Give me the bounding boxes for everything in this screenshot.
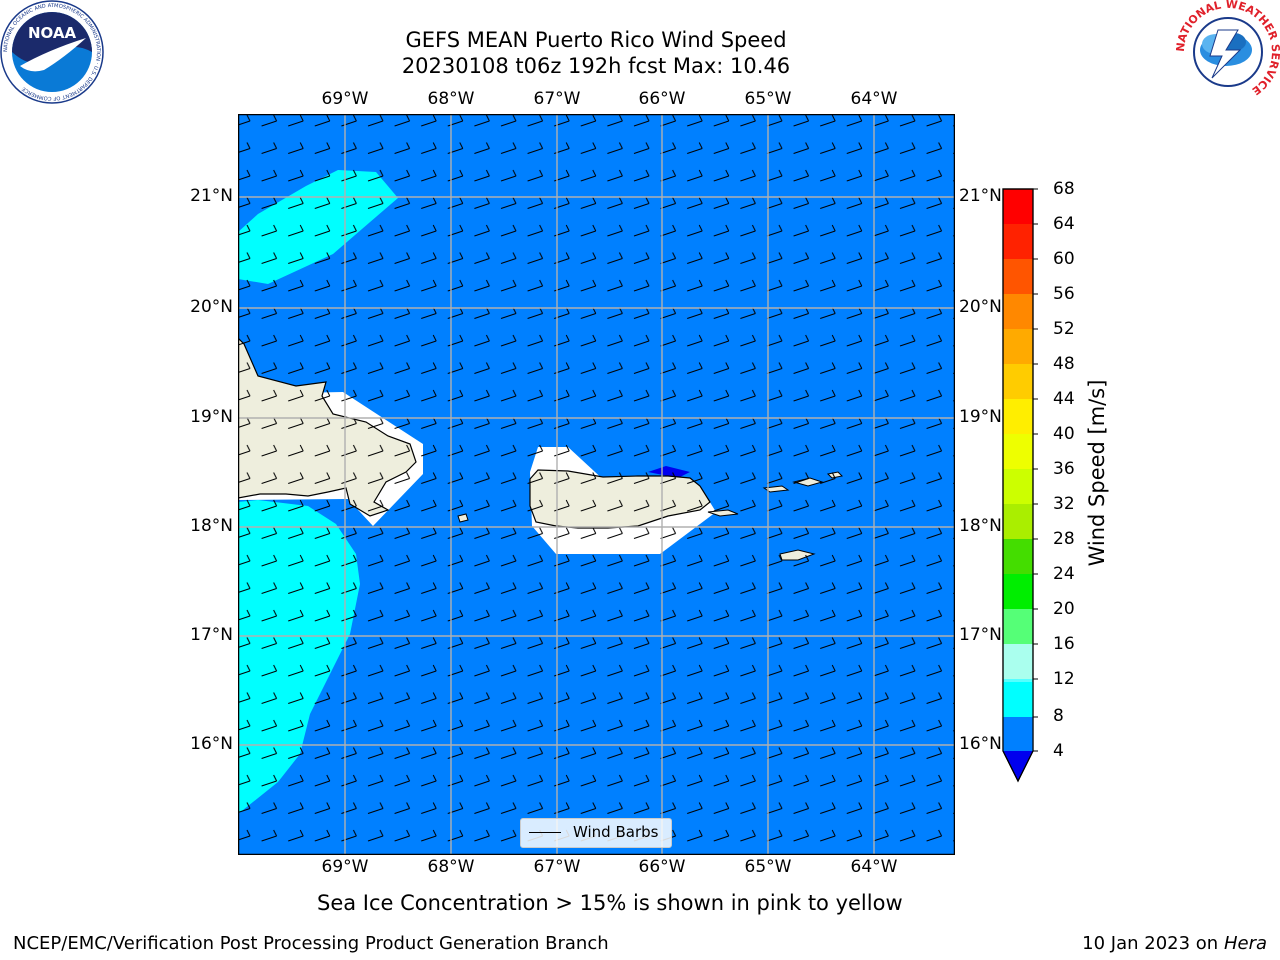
legend-line	[529, 832, 561, 833]
subtitle: Sea Ice Concentration > 15% is shown in …	[317, 891, 903, 915]
wind-speed-map	[238, 114, 955, 855]
footer-credit: NCEP/EMC/Verification Post Processing Pr…	[13, 933, 609, 954]
svg-text:NOAA: NOAA	[28, 24, 77, 42]
colorbar-bin	[1003, 574, 1033, 610]
title-line-2: 20230108 t06z 192h fcst Max: 10.46	[401, 54, 791, 78]
colorbar-bin	[1003, 539, 1033, 575]
colorbar-tick-label: 68	[1053, 179, 1075, 199]
lat-label-left: 21°N	[190, 186, 233, 206]
colorbar-tick-label: 4	[1053, 741, 1064, 761]
colorbar-bin	[1003, 434, 1033, 470]
colorbar-tick-label: 28	[1053, 529, 1075, 549]
lat-label-left: 18°N	[190, 516, 233, 536]
colorbar-bin	[1003, 189, 1033, 225]
colorbar-tick-label: 60	[1053, 249, 1075, 269]
colorbar-under-extension	[1003, 751, 1033, 781]
colorbar-tick-label: 12	[1053, 669, 1075, 689]
map-legend: Wind Barbs	[520, 818, 672, 848]
lon-label-top: 67°W	[533, 89, 581, 109]
colorbar-tick-label: 48	[1053, 354, 1075, 374]
colorbar-tick-label: 20	[1053, 599, 1075, 619]
lat-label-right: 19°N	[959, 407, 1002, 427]
colorbar-tick-label: 36	[1053, 459, 1075, 479]
colorbar-tick-label: 40	[1053, 424, 1075, 444]
colorbar-bin	[1003, 294, 1033, 330]
lon-label-top: 68°W	[427, 89, 475, 109]
lat-label-right: 18°N	[959, 516, 1002, 536]
lon-label-bottom: 64°W	[850, 857, 898, 877]
lat-label-right: 21°N	[959, 186, 1002, 206]
wind-barbs	[238, 114, 955, 855]
lat-label-left: 19°N	[190, 407, 233, 427]
lon-label-top: 65°W	[744, 89, 792, 109]
colorbar-bin	[1003, 469, 1033, 505]
colorbar-bin	[1003, 504, 1033, 540]
colorbar-tick-label: 16	[1053, 634, 1075, 654]
legend-label: Wind Barbs	[573, 823, 659, 841]
lon-label-top: 64°W	[850, 89, 898, 109]
colorbar-bin	[1003, 364, 1033, 400]
colorbar-bin	[1003, 399, 1033, 435]
lon-label-bottom: 65°W	[744, 857, 792, 877]
colorbar-tick-label: 8	[1053, 706, 1064, 726]
colorbar-tick-label: 52	[1053, 319, 1075, 339]
colorbar-tick-label: 64	[1053, 214, 1075, 234]
lon-label-bottom: 69°W	[321, 857, 369, 877]
lon-label-top: 69°W	[321, 89, 369, 109]
lat-label-left: 16°N	[190, 734, 233, 754]
colorbar-tick-label: 24	[1053, 564, 1075, 584]
noaa-logo: NATIONAL OCEANIC AND ATMOSPHERIC ADMINIS…	[0, 0, 104, 104]
footer-host: Hera	[1223, 933, 1267, 954]
colorbar-bin	[1003, 259, 1033, 295]
colorbar-bin	[1003, 644, 1033, 680]
lat-label-right: 20°N	[959, 297, 1002, 317]
lat-label-left: 20°N	[190, 297, 233, 317]
graticule	[238, 114, 955, 855]
colorbar-bin	[1003, 224, 1033, 260]
colorbar-tick-label: 32	[1053, 494, 1075, 514]
lon-label-bottom: 66°W	[638, 857, 686, 877]
lon-label-bottom: 68°W	[427, 857, 475, 877]
lat-label-right: 16°N	[959, 734, 1002, 754]
lon-label-top: 66°W	[638, 89, 686, 109]
lat-label-left: 17°N	[190, 625, 233, 645]
colorbar-bin	[1003, 609, 1033, 645]
footer-date-text: 10 Jan 2023 on	[1082, 933, 1224, 954]
colorbar	[1002, 188, 1038, 783]
footer-date: 10 Jan 2023 on Hera	[1082, 933, 1267, 954]
colorbar-bin	[1003, 329, 1033, 365]
lon-label-bottom: 67°W	[533, 857, 581, 877]
colorbar-tick-label: 56	[1053, 284, 1075, 304]
title-line-1: GEFS MEAN Puerto Rico Wind Speed	[405, 28, 787, 52]
lat-label-right: 17°N	[959, 625, 1002, 645]
nws-logo: NATIONAL WEATHER SERVICE	[1176, 0, 1280, 103]
colorbar-tick-label: 44	[1053, 389, 1075, 409]
colorbar-label: Wind Speed [m/s]	[1085, 379, 1109, 567]
